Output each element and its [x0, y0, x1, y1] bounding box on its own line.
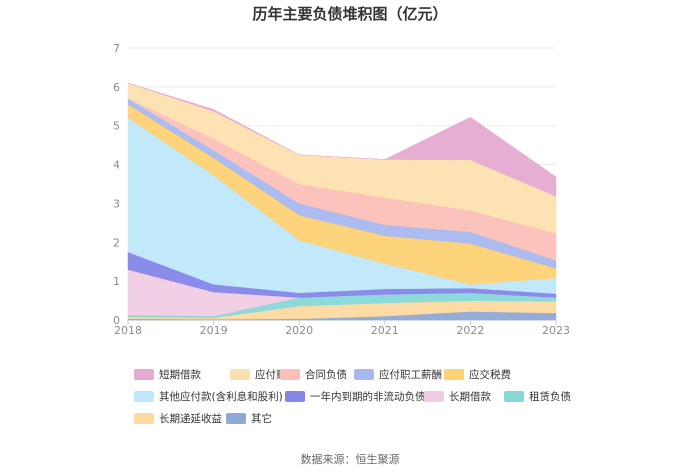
y-tick-label: 7	[113, 42, 120, 55]
legend-swatch	[285, 391, 305, 402]
y-tick-label: 2	[113, 236, 120, 249]
x-tick-label: 2019	[200, 324, 228, 337]
stacked-area-plot: 0 1 2 3 4 5 6 7 2018 2019 2020 2021 2022 2023	[113, 42, 570, 337]
x-axis: 2018 2019 2020 2021 2022 2023	[114, 320, 570, 337]
x-tick-label: 2018	[114, 324, 142, 337]
legend-swatch	[134, 391, 154, 402]
chart-title: 历年主要负债堆积图（亿元）	[252, 5, 448, 23]
y-tick-label: 0	[113, 314, 120, 327]
y-tick-label: 3	[113, 197, 120, 210]
x-tick-label: 2023	[542, 324, 570, 337]
area-series-短期借款	[127, 82, 557, 197]
legend-swatch	[134, 369, 154, 380]
y-tick-label: 4	[113, 159, 120, 172]
legend-label: 应付职工薪酬	[379, 369, 442, 381]
legend-label: 其它	[251, 413, 272, 425]
x-tick-label: 2021	[371, 324, 399, 337]
legend-item[interactable]: 应交税费	[444, 368, 511, 381]
area-series	[127, 82, 557, 321]
legend-swatch	[424, 391, 444, 402]
legend-label: 一年内到期的非流动负债	[310, 391, 426, 403]
legend-swatch	[444, 369, 464, 380]
legend-item[interactable]: 一年内到期的非流动负债	[285, 390, 426, 403]
legend-swatch	[280, 369, 300, 380]
legend-item[interactable]: 其它	[226, 412, 272, 425]
y-tick-label: 5	[113, 120, 120, 133]
legend-label: 租赁负债	[529, 391, 571, 403]
legend-item[interactable]: 长期借款	[424, 390, 491, 403]
legend-swatch	[504, 391, 524, 402]
legend-label: 长期递延收益	[159, 413, 222, 425]
x-tick-label: 2022	[456, 324, 484, 337]
y-tick-label: 1	[113, 275, 120, 288]
legend-label: 长期借款	[449, 391, 491, 403]
legend-swatch	[226, 413, 246, 424]
legend-item[interactable]: 其他应付款(含利息和股利)	[134, 390, 283, 403]
legend-item[interactable]: 租赁负债	[504, 390, 571, 403]
y-tick-label: 6	[113, 81, 120, 94]
x-tick-label: 2020	[285, 324, 313, 337]
legend-swatch	[230, 369, 250, 380]
legend-label: 短期借款	[159, 369, 201, 381]
y-axis-ticks: 0 1 2 3 4 5 6 7	[113, 42, 120, 327]
legend-swatch	[134, 413, 154, 424]
data-source: 数据来源：恒生聚源	[300, 453, 400, 466]
legend-label: 合同负债	[305, 369, 347, 381]
legend-swatch	[354, 369, 374, 380]
legend-item[interactable]: 应付职工薪酬	[354, 368, 442, 381]
legend-item[interactable]: 短期借款	[134, 368, 201, 381]
legend-item[interactable]: 长期递延收益	[134, 412, 222, 425]
legend-item[interactable]: 合同负债	[280, 368, 347, 381]
legend-label: 其他应付款(含利息和股利)	[159, 391, 283, 403]
legend-label: 应交税费	[469, 369, 511, 381]
